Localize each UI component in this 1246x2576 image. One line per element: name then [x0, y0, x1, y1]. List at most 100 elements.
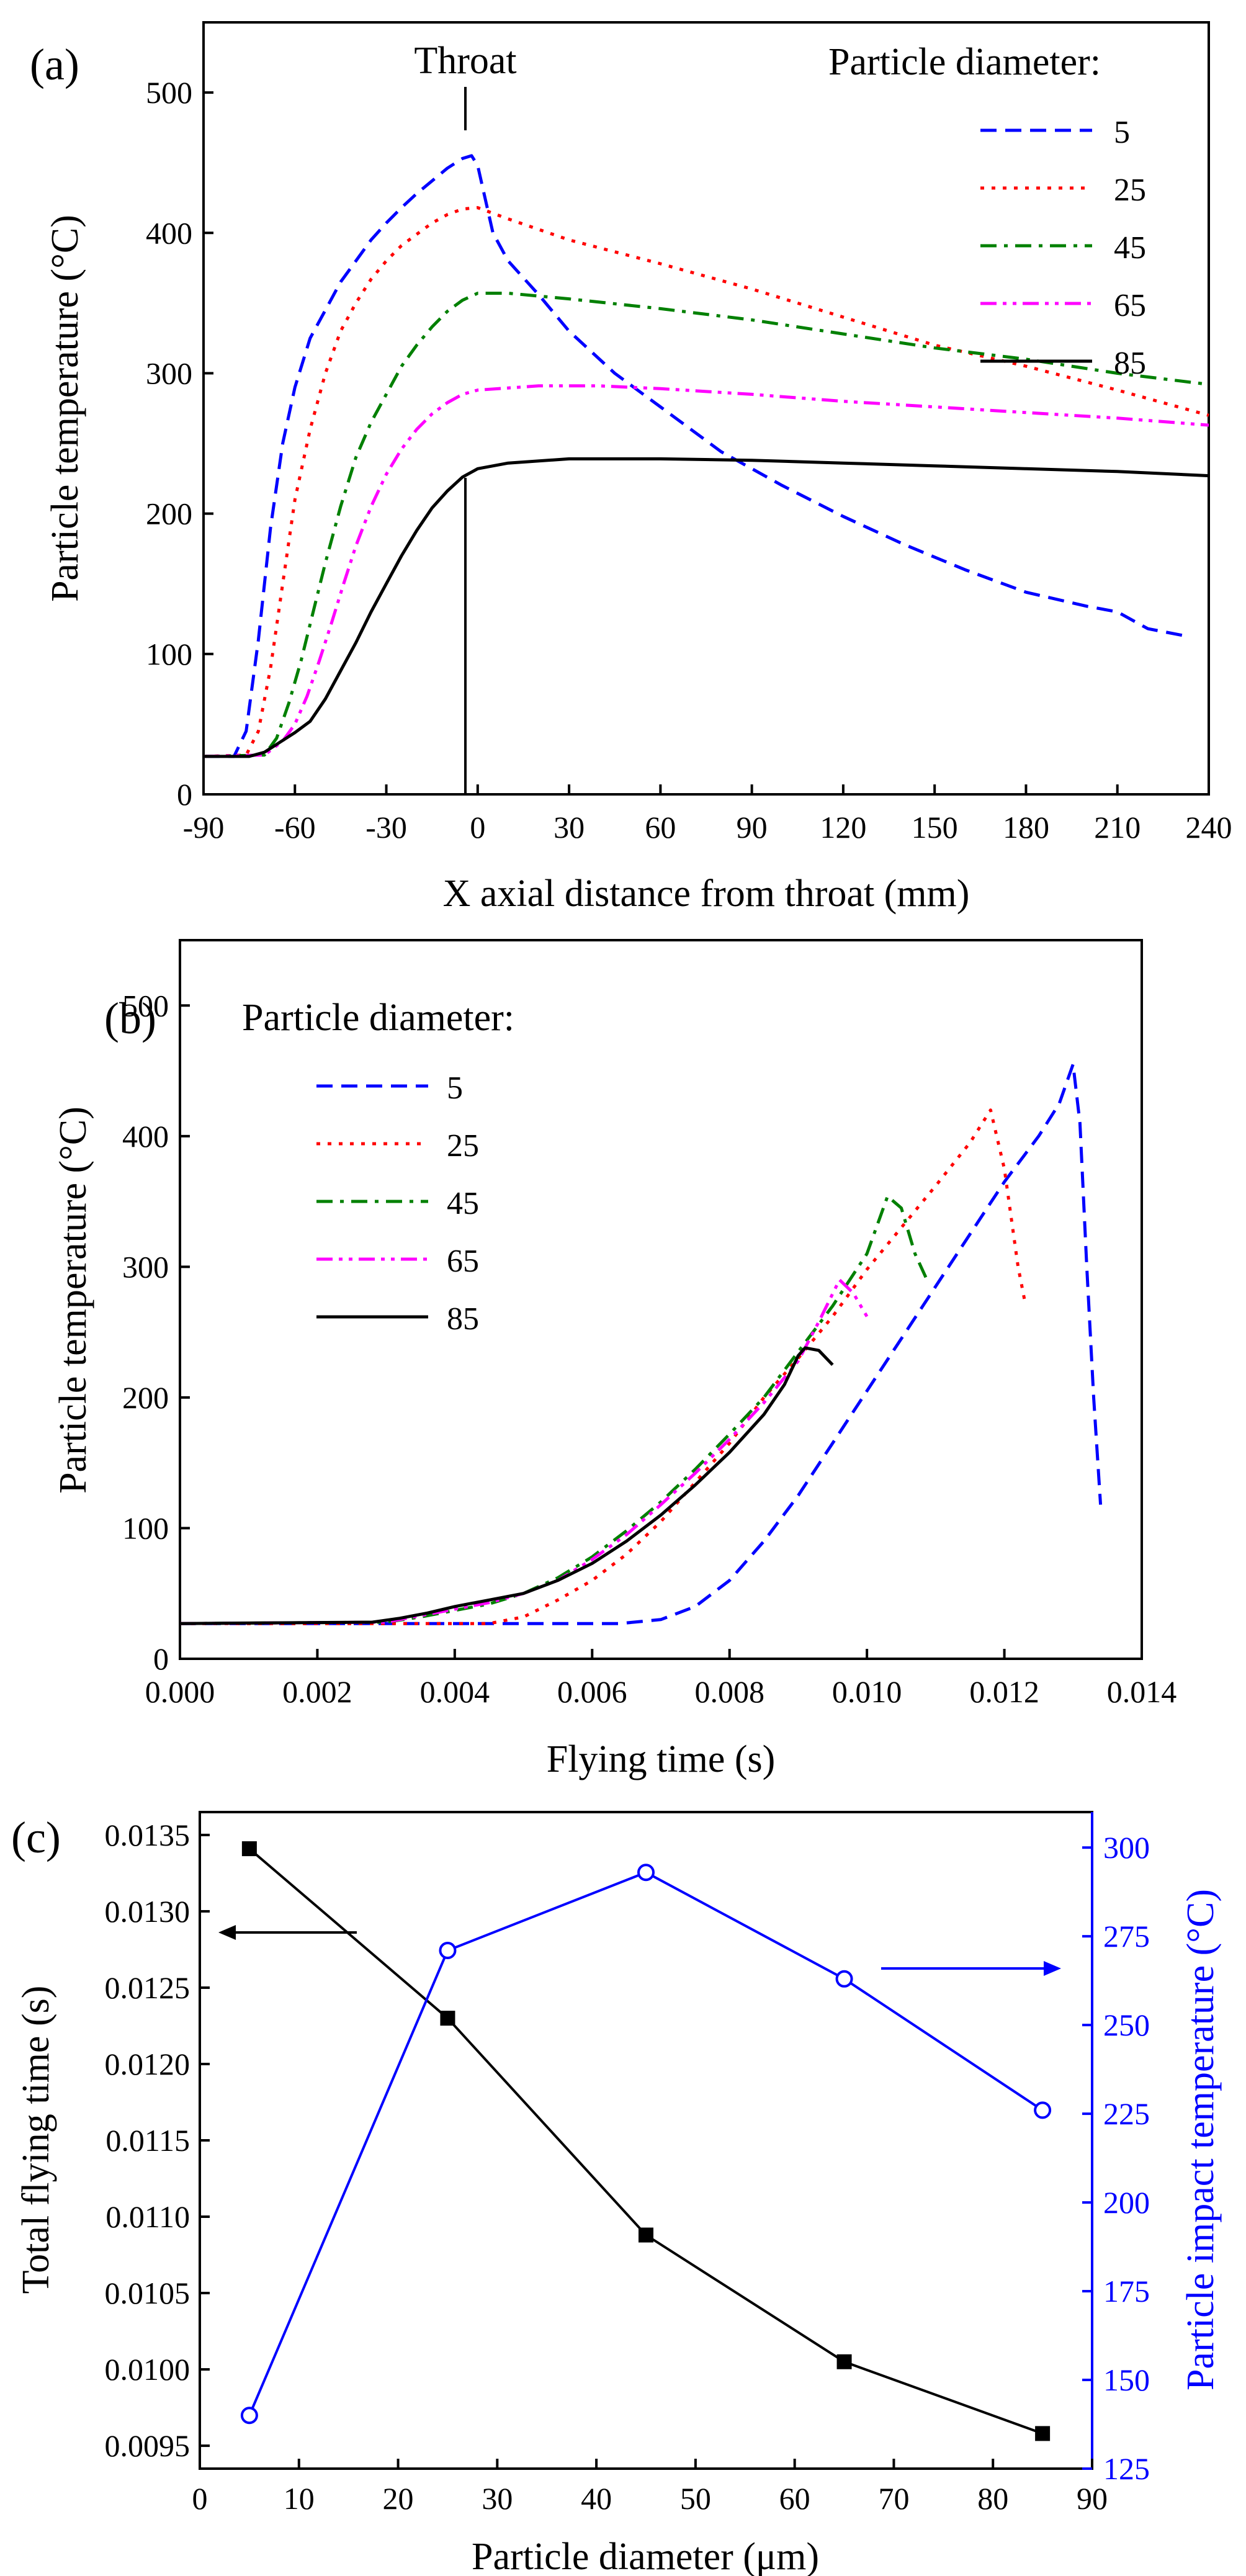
data-point-c-left: [836, 2354, 852, 2369]
x-tick-label-a: 90: [737, 810, 768, 845]
x-tick-label-b: 0.000: [145, 1674, 215, 1709]
data-point-c-left: [639, 2227, 653, 2243]
y-tick-label-c-right: 150: [1103, 2363, 1150, 2397]
plot-frame-c: [199, 1811, 1093, 2470]
series-line-a-5: [204, 154, 1185, 758]
y-tick-label-a: 200: [146, 496, 192, 531]
y-tick-label-c-left: 0.0115: [105, 2123, 190, 2158]
x-tick-label-b: 0.004: [420, 1674, 490, 1709]
y-tick-label-b: 200: [122, 1380, 169, 1415]
y-tick-label-c-left: 0.0130: [105, 1894, 190, 1929]
plot-frame-a: [202, 21, 1210, 796]
y-tick-label-c-left: 0.0125: [105, 1970, 190, 2005]
axes-a: -90 -60 -30 0 30 60 90 120 150 180 210 240 0 100 200 30…: [146, 75, 1232, 845]
y-tick-label-c-right: 300: [1103, 1830, 1150, 1865]
data-point-c-right: [1034, 2101, 1052, 2119]
legend-label-a: 85: [1114, 346, 1146, 381]
y-tick-label-a: 500: [146, 75, 192, 110]
x-tick-label-a: 150: [912, 810, 958, 845]
legend-label-a: 25: [1114, 173, 1146, 208]
panel-b: (b) 0.000 0.002 0.004 0.006 0.008 0.010 0.012 0…: [52, 939, 1177, 1780]
y-tick-label-c-left: 0.0100: [105, 2352, 190, 2387]
x-tick-label-a: 180: [1003, 810, 1049, 845]
series-b: [179, 1062, 1103, 1625]
y-tick-label-c-right: 250: [1103, 2008, 1150, 2042]
series-c: [240, 1841, 1052, 2441]
x-tick-label-a: 30: [554, 810, 585, 845]
y-tick-label-c-left: 0.0135: [105, 1818, 190, 1852]
axes-c: 0 10 20 30 40 50 60 70 80 90 0.0095 0.0100 0.0105 0.0…: [105, 1812, 1150, 2516]
series-line-a-45: [203, 292, 1209, 758]
y-tick-label-c-left: 0.0095: [105, 2428, 190, 2463]
data-point-c-left: [440, 2011, 455, 2026]
x-tick-label-b: 0.012: [969, 1674, 1039, 1709]
x-tick-label-b: 0.002: [282, 1674, 352, 1709]
legend-label-a: 65: [1114, 288, 1146, 323]
data-point-c-left: [241, 1841, 257, 1857]
data-point-c-right: [637, 1864, 655, 1882]
x-tick-label-c: 0: [192, 2481, 208, 2516]
x-tick-label-a: 0: [470, 810, 485, 845]
x-tick-label-a: 240: [1186, 810, 1232, 845]
y-tick-label-c-right: 225: [1103, 2096, 1150, 2131]
legend-label-b: 65: [447, 1244, 479, 1279]
arrow-head-left: [218, 1925, 236, 1940]
x-tick-label-c: 60: [779, 2481, 810, 2516]
y-tick-label-c-right: 175: [1103, 2274, 1150, 2309]
series-line-b-25: [180, 1108, 1027, 1625]
series-line-c-left: [248, 1847, 1043, 2435]
x-tick-label-a: 60: [645, 810, 676, 845]
y-tick-label-b: 100: [122, 1510, 169, 1545]
plot-frame-b: [179, 939, 1143, 1660]
series-line-b-5: [180, 1062, 1103, 1625]
x-tick-label-b: 0.008: [694, 1674, 764, 1709]
y-tick-label-b: 300: [122, 1249, 169, 1284]
y-tick-label-c-left: 0.0120: [105, 2047, 190, 2081]
legend-label-b: 85: [447, 1301, 479, 1337]
legend-label-a: 45: [1114, 230, 1146, 266]
y-tick-label-c-right: 125: [1103, 2451, 1150, 2486]
legend-label-a: 5: [1114, 115, 1130, 150]
panel-label-b: (b): [104, 994, 156, 1043]
x-tick-label-c: 70: [878, 2481, 909, 2516]
legend-title-b: Particle diameter:: [242, 997, 514, 1039]
x-axis-title-a: X axial distance from throat (mm): [443, 873, 970, 915]
series-a: [203, 154, 1209, 758]
series-line-a-65: [203, 384, 1209, 758]
arrow-head-right: [1044, 1961, 1061, 1976]
x-tick-label-c: 30: [482, 2481, 513, 2516]
panel-label-a: (a): [30, 40, 79, 89]
legend-label-b: 45: [447, 1186, 479, 1221]
y-axis-title-b: Particle temperature (°C): [52, 1106, 94, 1494]
x-tick-label-a: -90: [183, 810, 225, 845]
series-line-b-85: [179, 1346, 834, 1625]
x-axis-title-b: Flying time (s): [547, 1738, 776, 1780]
data-point-c-right: [240, 2407, 258, 2425]
panel-c: (c) 0 10 20 30 40 50 60 70 80 90 0.0095 0.0100 0.010…: [11, 1811, 1222, 2576]
x-tick-label-c: 20: [383, 2481, 414, 2516]
y-tick-label-b: 400: [122, 1119, 169, 1154]
x-tick-label-a: 120: [820, 810, 866, 845]
data-point-c-right: [439, 1942, 457, 1960]
y-axis-title-c-left: Total flying time (s): [15, 1986, 57, 2294]
y-tick-label-a: 100: [146, 637, 192, 671]
x-tick-label-a: 210: [1094, 810, 1141, 845]
legend-title-a: Particle diameter:: [828, 41, 1101, 83]
y-tick-label-b: 500: [122, 988, 169, 1023]
x-tick-label-a: -60: [274, 810, 316, 845]
y-axis-title-a: Particle temperature (°C): [44, 215, 86, 602]
x-tick-label-c: 80: [977, 2481, 1008, 2516]
x-axis-title-c: Particle diameter (μm): [472, 2536, 819, 2576]
axes-b: 0.000 0.002 0.004 0.006 0.008 0.010 0.012 0.014…: [122, 988, 1177, 1709]
legend-label-b: 25: [447, 1128, 479, 1164]
series-line-b-45: [179, 1195, 931, 1625]
series-line-a-85: [204, 457, 1209, 758]
x-tick-label-c: 10: [284, 2481, 315, 2516]
x-tick-label-c: 90: [1077, 2481, 1108, 2516]
y-tick-label-c-right: 200: [1103, 2185, 1150, 2220]
x-tick-label-c: 50: [680, 2481, 711, 2516]
x-tick-label-b: 0.010: [832, 1674, 902, 1709]
series-line-b-65: [179, 1278, 869, 1625]
series-line-c-right: [248, 1870, 1044, 2416]
